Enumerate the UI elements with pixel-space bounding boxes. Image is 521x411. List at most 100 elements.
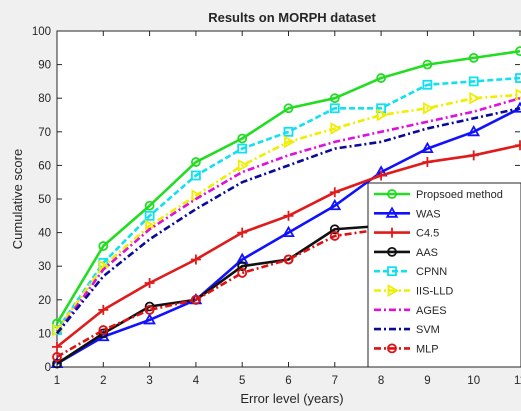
data-point [283, 103, 294, 114]
legend-item: AGES [374, 305, 447, 317]
data-point [283, 126, 294, 137]
data-point [376, 108, 388, 122]
series-line [55, 76, 521, 331]
data-point [329, 187, 340, 198]
data-point [52, 358, 62, 369]
data-point [283, 254, 294, 265]
data-point [421, 141, 434, 153]
data-point [98, 241, 109, 251]
data-point [237, 143, 248, 154]
y-tick-label: 90 [38, 60, 51, 72]
y-tick-label: 60 [38, 160, 51, 172]
data-point [284, 135, 296, 149]
y-tick-label: 20 [38, 295, 51, 307]
data-point [98, 304, 109, 315]
data-point [329, 103, 340, 114]
x-tick-label: 3 [146, 375, 152, 387]
data-point [329, 93, 340, 104]
data-point [237, 261, 248, 272]
x-axis: 1 2 3 4 5 6 7 8 9 10 11 [54, 31, 521, 387]
x-tick-label: 11 [514, 375, 521, 387]
series-line [55, 107, 521, 335]
data-point [144, 210, 155, 221]
series-c4-5 [52, 140, 521, 352]
data-point [144, 200, 155, 211]
data-point [422, 59, 433, 70]
data-point [190, 170, 201, 181]
y-axis-label: Cumulative score [10, 149, 25, 249]
x-tick-label: 10 [467, 375, 480, 387]
legend-marker [387, 284, 399, 297]
data-point [144, 304, 155, 315]
y-tick-label: 40 [38, 228, 51, 240]
data-point [423, 101, 435, 115]
legend-item: CPNN [374, 266, 447, 278]
data-point [468, 150, 479, 161]
y-tick-label: 30 [38, 261, 51, 273]
legend-label: CPNN [416, 266, 447, 278]
legend-label: C4.5 [416, 228, 439, 240]
data-point [52, 352, 62, 362]
data-point [376, 73, 387, 83]
legend-label: AAS [416, 247, 438, 259]
data-point [329, 224, 340, 235]
x-tick-label: 1 [54, 375, 60, 387]
legend-item: IIS-LLD [374, 284, 453, 298]
data-point [190, 254, 201, 265]
data-point [515, 46, 521, 57]
y-tick-label: 100 [32, 26, 51, 38]
data-point [190, 157, 201, 167]
data-point [422, 79, 433, 90]
series-svm [55, 107, 521, 335]
data-point [468, 52, 479, 63]
series-cpnn [52, 73, 521, 335]
x-tick-label: 7 [332, 375, 338, 387]
x-tick-label: 5 [239, 375, 245, 387]
data-point [143, 313, 156, 325]
x-tick-label: 8 [378, 375, 384, 387]
data-point [98, 325, 109, 335]
data-point [237, 159, 250, 172]
data-point [283, 210, 294, 221]
legend-marker [387, 227, 397, 238]
legend-marker [387, 189, 397, 199]
legend-label: Propsoed method [416, 189, 503, 201]
legend-label: AGES [416, 305, 447, 317]
data-point [237, 133, 248, 144]
legend-item: WAS [374, 206, 441, 220]
y-tick-label: 50 [38, 194, 51, 206]
data-point [144, 278, 155, 288]
legend-label: IIS-LLD [416, 286, 453, 298]
data-point [515, 73, 521, 83]
data-point [422, 157, 433, 168]
data-point [237, 227, 248, 238]
legend-item: Propsoed method [374, 189, 503, 201]
series-was [50, 101, 521, 369]
legend-item: AAS [374, 247, 438, 259]
data-point [328, 198, 342, 211]
x-axis-label: Error level (years) [240, 391, 343, 406]
data-point [330, 122, 342, 135]
data-point [144, 301, 155, 312]
series-line [56, 107, 521, 365]
y-tick-label: 10 [38, 328, 51, 340]
legend-marker [385, 206, 399, 218]
data-point [376, 170, 387, 181]
y-tick-label: 70 [38, 127, 51, 139]
x-tick-label: 4 [193, 375, 200, 387]
series-propsoed-method [52, 46, 521, 329]
data-point [52, 341, 62, 352]
series-line [55, 49, 521, 324]
data-point [515, 140, 521, 151]
data-point [190, 294, 201, 305]
y-axis: 0 10 20 30 40 50 60 70 80 90 100 [32, 26, 520, 374]
x-tick-label: 2 [100, 375, 106, 387]
data-point [469, 91, 481, 105]
data-point [282, 225, 295, 237]
legend-marker [387, 266, 397, 277]
y-tick-label: 80 [38, 93, 51, 105]
legend-item: C4.5 [374, 227, 439, 240]
legend-item: MLP [374, 343, 439, 355]
data-point [468, 76, 479, 87]
